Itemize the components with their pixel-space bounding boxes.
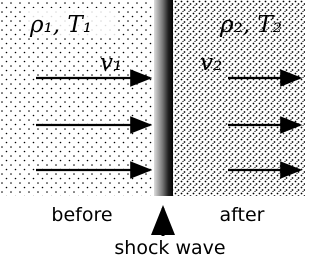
state-after: ρ₂, T₂ xyxy=(219,12,282,38)
shock-label: shock wave xyxy=(114,237,225,259)
caption-before: before xyxy=(51,204,112,226)
shock-diagram: ρ₁, T₁ v₁ ρ₂, T₂ v₂ before after shock w… xyxy=(0,0,305,261)
velocity-before: v₁ xyxy=(100,50,122,76)
shock-front xyxy=(154,0,173,196)
caption-after: after xyxy=(220,204,265,226)
state-before: ρ₁, T₁ xyxy=(29,12,92,38)
velocity-after: v₂ xyxy=(200,50,222,76)
